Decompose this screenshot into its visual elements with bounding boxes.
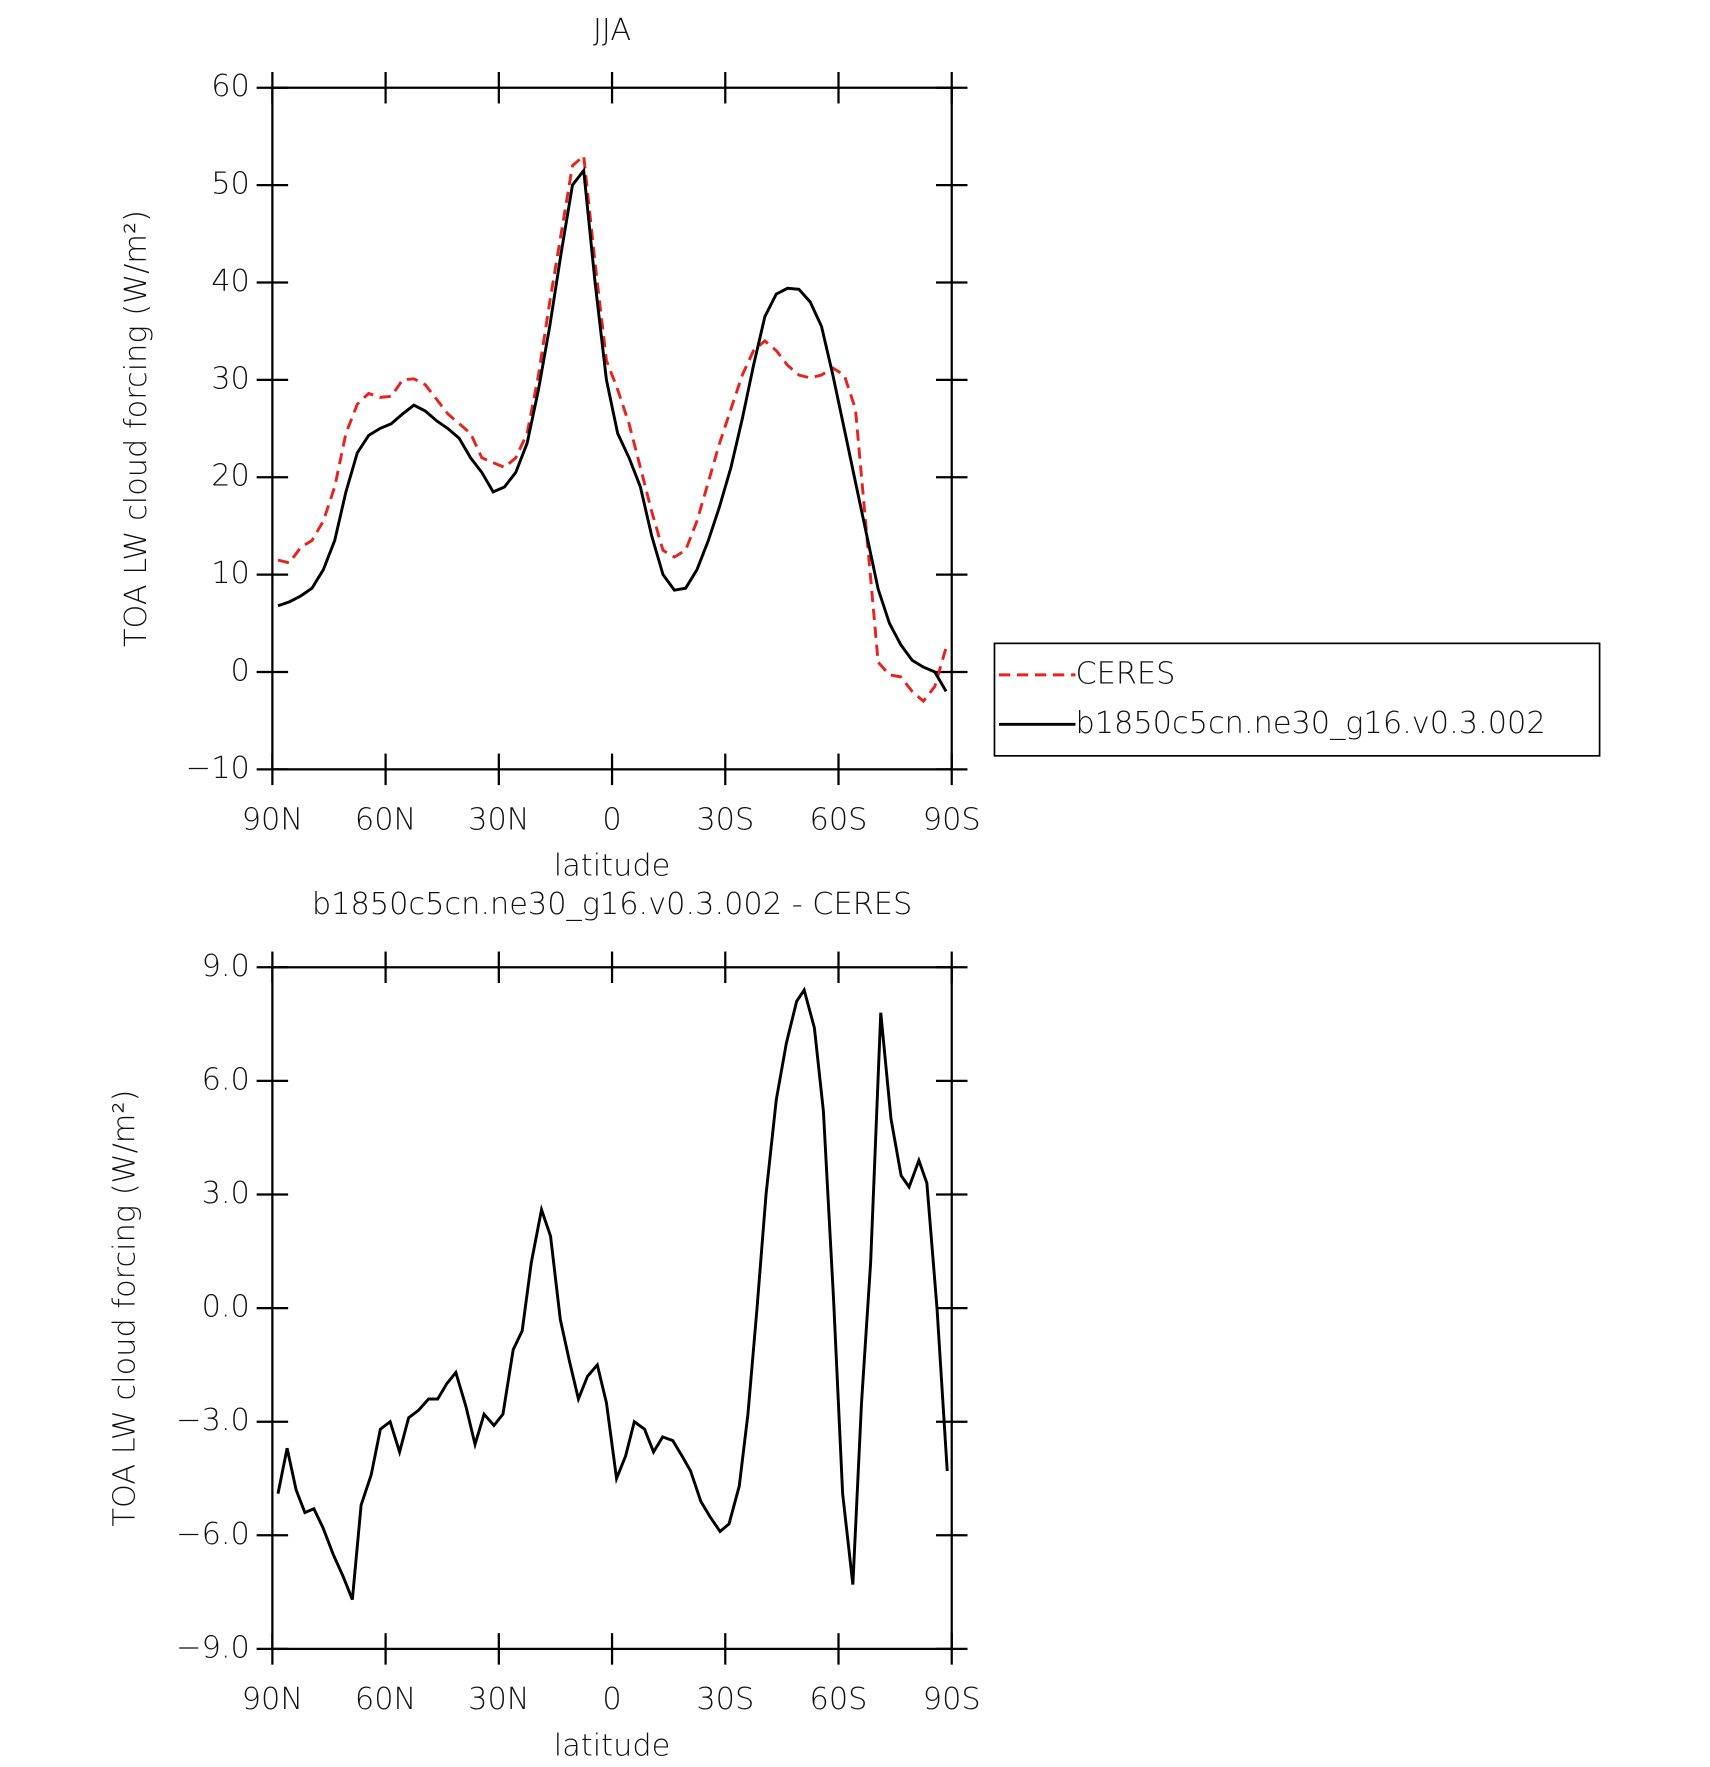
y-tick-label: 60 (211, 69, 250, 104)
x-tick-label: 0 (602, 803, 621, 838)
y-tick-label: 20 (211, 459, 250, 494)
x-tick-label: 0 (602, 1682, 621, 1717)
x-tick-label: 30S (696, 803, 754, 838)
data-line (277, 152, 948, 704)
y-tick-label: −10 (186, 751, 250, 786)
y-tick-label: 10 (211, 556, 250, 591)
x-tick-label: 90N (242, 803, 303, 838)
y-tick-label: 30 (211, 361, 250, 396)
x-tick-label: 90S (923, 1682, 981, 1717)
y-tick-label: 6.0 (202, 1062, 250, 1097)
x-axis-label: latitude (554, 849, 670, 884)
legend-box (993, 642, 1601, 757)
y-tick-label: 3.0 (202, 1176, 250, 1211)
y-tick-label: 50 (211, 167, 250, 202)
x-axis-label: latitude (554, 1728, 670, 1763)
chart-title: JJA (593, 13, 631, 48)
plot-frame (271, 86, 953, 771)
y-tick-label: −3.0 (176, 1403, 250, 1438)
y-tick-label: 9.0 (202, 949, 250, 984)
x-tick-label: 60S (810, 803, 868, 838)
x-tick-label: 60N (355, 803, 416, 838)
x-tick-label: 90S (923, 803, 981, 838)
y-axis-label: TOA LW cloud forcing (W/m²) (108, 1090, 143, 1527)
chart-title: b1850c5cn.ne30_g16.v0.3.002 - CERES (312, 887, 912, 922)
legend-label: CERES (1075, 656, 1175, 691)
x-tick-label: 60N (355, 1682, 416, 1717)
y-axis-label: TOA LW cloud forcing (W/m²) (119, 210, 154, 647)
x-tick-label: 90N (242, 1682, 303, 1717)
y-tick-label: 0 (231, 653, 250, 688)
legend-label: b1850c5cn.ne30_g16.v0.3.002 (1075, 706, 1545, 741)
y-tick-label: −6.0 (176, 1517, 250, 1552)
x-tick-label: 30S (696, 1682, 754, 1717)
x-tick-label: 30N (468, 1682, 529, 1717)
y-tick-label: 40 (211, 264, 250, 299)
data-line (277, 166, 948, 693)
y-tick-label: 0.0 (202, 1290, 250, 1325)
data-line (276, 986, 949, 1601)
x-tick-label: 60S (810, 1682, 868, 1717)
x-tick-label: 30N (468, 803, 529, 838)
y-tick-label: −9.0 (176, 1630, 250, 1665)
